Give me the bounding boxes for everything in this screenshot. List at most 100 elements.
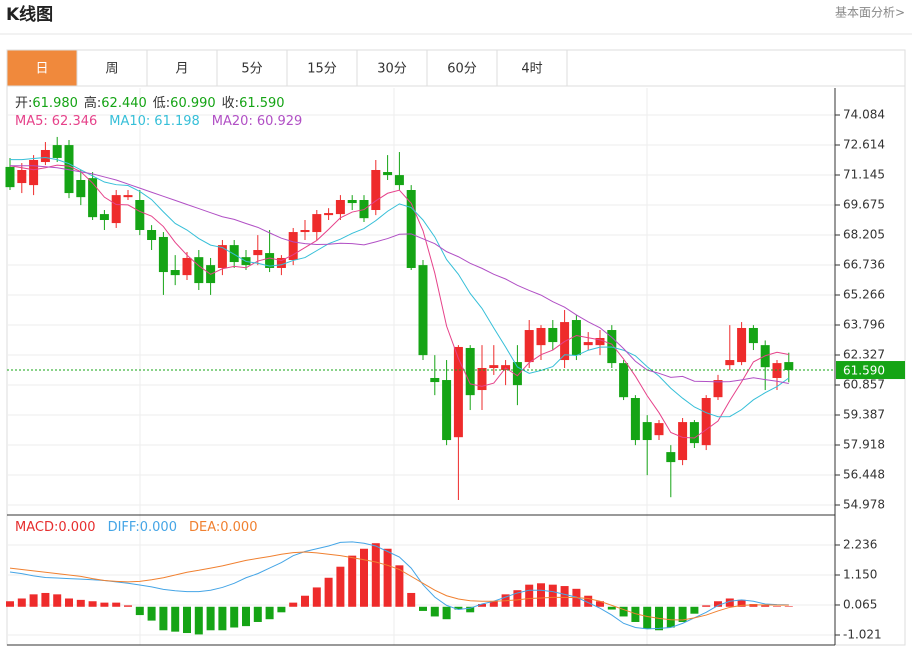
y-tick-label: 72.614	[843, 138, 885, 152]
y-tick-label: 62.327	[843, 347, 885, 361]
macd-bar	[714, 601, 722, 607]
candle-body	[76, 179, 86, 198]
macd-bar	[383, 548, 392, 607]
last-price-box	[836, 361, 905, 380]
y-tick-label: 66.736	[843, 257, 885, 271]
y-tick-label: 60.857	[843, 377, 885, 391]
macd-bar	[773, 606, 781, 607]
macd-bar	[643, 606, 652, 629]
macd-bar	[407, 592, 416, 607]
macd-bar	[29, 594, 38, 607]
macd-bar	[525, 584, 534, 607]
macd-bar	[124, 605, 132, 607]
candle-body	[748, 327, 758, 344]
candle-body	[465, 347, 475, 396]
tab-bg[interactable]	[426, 49, 498, 87]
candle-body	[147, 230, 157, 241]
candle-body	[182, 257, 192, 276]
macd-bar	[312, 587, 321, 607]
ma-line	[10, 165, 789, 385]
candle-body	[29, 159, 39, 186]
tab-bg[interactable]	[496, 49, 568, 87]
tab-label[interactable]: 60分	[447, 62, 477, 77]
candle-body	[123, 195, 133, 198]
candle-body	[772, 363, 782, 378]
y-tick-label: 74.084	[843, 108, 885, 122]
candle-body	[158, 236, 168, 273]
tab-bg[interactable]	[76, 49, 148, 87]
y-tick-label: 59.387	[843, 408, 885, 422]
tab-label[interactable]: 15分	[307, 62, 337, 77]
tab-bg[interactable]	[6, 49, 78, 87]
macd-bar	[171, 606, 180, 632]
macd-bar	[596, 601, 604, 607]
candle-body	[194, 257, 204, 284]
legend-name: DEA:	[189, 520, 220, 535]
legend-name: DIFF:	[108, 520, 140, 535]
candle-body	[276, 257, 286, 268]
tab-label[interactable]: 5分	[241, 62, 262, 77]
candle-body	[383, 172, 393, 176]
legend: MACD:0.000 DIFF:0.000 DEA:0.000	[15, 520, 257, 535]
y-tick-label: 56.448	[843, 467, 885, 481]
tab-bg[interactable]	[216, 49, 288, 87]
candle-body	[725, 360, 735, 366]
ohlc-info: 开:61.980 高:62.440 低:60.990 收:61.590	[15, 95, 285, 111]
macd-bar	[395, 565, 404, 607]
macd-bar	[206, 606, 215, 631]
y-tick-label: 2.236	[843, 537, 877, 551]
macd-bar	[265, 606, 274, 620]
candle-body	[477, 367, 487, 391]
candle-body	[5, 166, 15, 188]
tab-label[interactable]: 4时	[521, 62, 542, 77]
macd-bar	[324, 577, 333, 607]
macd-bar	[242, 606, 250, 627]
candle-body	[442, 380, 452, 441]
candle-body	[99, 214, 109, 221]
macd-bar	[678, 606, 687, 622]
candle-body	[524, 330, 534, 363]
candle-body	[394, 175, 404, 186]
legend-value: 0.000	[140, 520, 177, 535]
tab-bg[interactable]	[356, 49, 428, 87]
candle-body	[312, 214, 322, 233]
tab-label[interactable]: 月	[175, 62, 188, 77]
candle-body	[170, 270, 180, 276]
macd-bar	[513, 590, 522, 607]
legend-value: 0.000	[58, 520, 95, 535]
tab-label[interactable]: 30分	[377, 62, 407, 77]
macd-bar	[466, 606, 475, 613]
macd-bar	[336, 566, 345, 607]
candle-body	[265, 253, 275, 268]
candle-body	[453, 346, 463, 438]
macd-bar	[100, 602, 109, 607]
candle-body	[737, 327, 747, 363]
macd-bar	[607, 606, 616, 610]
legend-name: MA20:	[212, 114, 253, 129]
tab-label[interactable]: 周	[105, 62, 118, 77]
legend: MA5: 62.346 MA10: 61.198 MA20: 60.929	[15, 114, 302, 129]
tab-label[interactable]: 日	[35, 62, 48, 77]
y-tick-label: 69.675	[843, 198, 885, 212]
fundamental-link[interactable]: 基本面分析>	[835, 6, 905, 20]
grid	[7, 114, 840, 636]
info-label: 开:	[15, 96, 32, 111]
macd-bar	[702, 605, 711, 607]
macd-bar	[348, 555, 357, 607]
legend-value: 61.198	[154, 114, 200, 129]
y-tick-label: 1.150	[843, 567, 877, 581]
y-tick-label: 54.978	[843, 497, 885, 511]
y-tick-label: -1.021	[843, 627, 882, 641]
macd-bar	[584, 595, 593, 607]
macd-bar	[159, 606, 168, 631]
candle-body	[253, 250, 263, 256]
candle-body	[217, 245, 227, 268]
y-tick-label: 0.065	[843, 597, 877, 611]
macd-bar	[548, 584, 557, 607]
candle-body	[654, 423, 664, 436]
candle-body	[571, 320, 581, 356]
candle-body	[713, 380, 723, 398]
macd-bar	[690, 606, 699, 614]
candle-body	[784, 362, 794, 371]
